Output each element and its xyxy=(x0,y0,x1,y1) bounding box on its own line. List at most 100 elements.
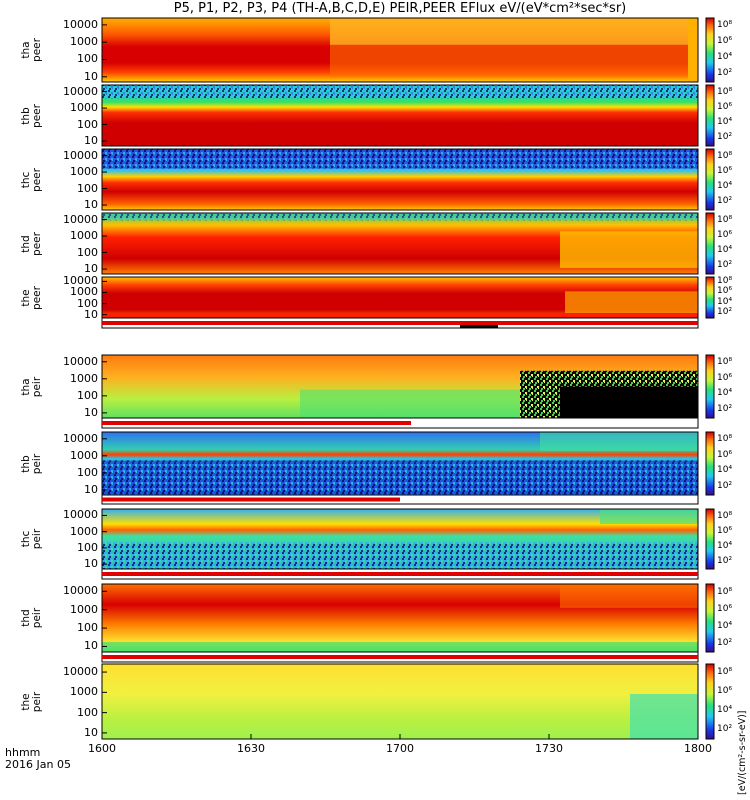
colorbar-tick-label: 10⁸ xyxy=(717,586,733,597)
panel-border xyxy=(101,212,699,275)
y-tick-label: 1000 xyxy=(70,165,98,179)
colorbar-tick-label: 10⁴ xyxy=(717,296,733,307)
colorbar-tick-label: 10² xyxy=(717,306,733,317)
colorbar-tick-label: 10⁶ xyxy=(717,229,733,240)
panel-thd-peir xyxy=(101,583,699,653)
y-tick-label: 100 xyxy=(77,705,98,719)
y-tick-label: 1000 xyxy=(70,35,98,49)
y-tick-label: 1000 xyxy=(70,371,98,385)
colorbar-unit-label: [eV/(cm²-s-sr-eV)] xyxy=(737,710,748,795)
status-strip xyxy=(101,317,699,329)
colorbar-tick-label: 10⁶ xyxy=(717,603,733,614)
panel-ylabel: thb peir xyxy=(20,444,43,484)
species-label: peer xyxy=(31,38,43,62)
panel-ylabel: tha peir xyxy=(20,367,43,407)
y-tick-label: 100 xyxy=(77,465,98,479)
panel-ylabel: thd peer xyxy=(20,224,43,264)
y-tick-label: 10 xyxy=(84,725,98,739)
panel-ylabel: the peir xyxy=(20,682,43,722)
colorbar-tick-label: 10⁴ xyxy=(717,704,733,715)
panel-ylabel: tha peer xyxy=(20,30,43,70)
y-tick-label: 10 xyxy=(84,557,98,571)
panel-ylabel: thb peer xyxy=(20,96,43,136)
panel-thc-peer xyxy=(101,148,699,211)
colorbar xyxy=(705,148,715,211)
species-label: peer xyxy=(31,285,43,310)
y-tick-label: 10000 xyxy=(63,431,98,445)
y-tick-label: 1000 xyxy=(70,524,98,538)
colorbar-tick-label: 10⁴ xyxy=(717,620,733,631)
spectrogram-fill xyxy=(102,664,698,739)
y-tick-label: 10 xyxy=(84,262,98,276)
colorbar xyxy=(705,212,715,275)
y-tick-label: 1000 xyxy=(70,285,98,299)
colorbar xyxy=(705,663,715,740)
species-label: peir xyxy=(31,528,43,550)
status-strip xyxy=(101,494,699,505)
panel-border xyxy=(101,148,699,211)
colorbar-tick-label: 10⁴ xyxy=(717,181,733,192)
species-label: peer xyxy=(31,167,43,192)
status-strip xyxy=(101,417,699,429)
colorbar xyxy=(705,431,715,496)
colorbar-tick-label: 10⁸ xyxy=(717,20,733,30)
y-tick-label: 10 xyxy=(84,482,98,496)
colorbar-tick-label: 10² xyxy=(717,404,733,415)
y-tick-label: 10 xyxy=(84,198,98,212)
y-tick-label: 1000 xyxy=(70,101,98,115)
colorbar-tick-label: 10⁴ xyxy=(717,245,733,256)
panel-tha-peir xyxy=(101,354,699,419)
x-tick-label: 1630 xyxy=(237,742,265,755)
colorbar-tick-label: 10² xyxy=(717,132,733,143)
x-tick-label: 1800 xyxy=(684,742,712,755)
colorbar-tick-label: 10² xyxy=(717,260,733,271)
colorbar-tick-label: 10² xyxy=(717,481,733,492)
colorbar-tick-label: 10⁴ xyxy=(717,465,733,476)
colorbar-tick-label: 10² xyxy=(717,68,733,78)
y-tick-label: 10000 xyxy=(63,148,98,162)
colorbar-tick-label: 10⁸ xyxy=(717,433,733,444)
colorbar xyxy=(705,508,715,570)
y-tick-label: 100 xyxy=(77,181,98,195)
colorbar xyxy=(705,354,715,419)
y-tick-label: 100 xyxy=(77,52,98,66)
y-tick-label: 10000 xyxy=(63,665,98,679)
colorbar-tick-label: 10⁴ xyxy=(717,117,733,128)
panel-ylabel: thd peir xyxy=(20,598,43,638)
species-label: peir xyxy=(31,691,43,712)
y-tick-label: 100 xyxy=(77,388,98,402)
y-tick-label: 100 xyxy=(77,296,98,310)
y-tick-label: 10000 xyxy=(63,17,98,31)
colorbar-tick-label: 10⁶ xyxy=(717,686,733,697)
y-tick-label: 10 xyxy=(84,639,98,653)
colorbar-tick-label: 10⁸ xyxy=(717,276,733,287)
panel-the-peer xyxy=(101,276,699,319)
species-label: peir xyxy=(31,607,43,629)
colorbar-tick-label: 10⁸ xyxy=(717,667,733,678)
date-label: 2016 Jan 05 xyxy=(5,758,71,771)
y-tick-label: 10 xyxy=(84,134,98,148)
panel-the-peir xyxy=(101,663,699,740)
colorbar xyxy=(705,276,715,319)
colorbar-tick-label: 10⁶ xyxy=(717,525,733,536)
colorbar-tick-label: 10⁴ xyxy=(717,388,733,399)
y-tick-label: 10000 xyxy=(63,584,98,598)
y-tick-label: 100 xyxy=(77,245,98,259)
y-tick-label: 1000 xyxy=(70,602,98,616)
colorbar-tick-label: 10⁸ xyxy=(717,356,733,367)
colorbar xyxy=(705,84,715,147)
colorbar-tick-label: 10² xyxy=(717,196,733,207)
species-label: peir xyxy=(31,453,43,474)
colorbar-tick-label: 10⁶ xyxy=(717,286,733,297)
colorbar-tick-label: 10⁸ xyxy=(717,86,733,97)
y-tick-label: 10 xyxy=(84,307,98,321)
colorbar-tick-label: 10⁶ xyxy=(717,36,733,46)
colorbar-tick-label: 10⁸ xyxy=(717,214,733,225)
colorbar-tick-label: 10⁶ xyxy=(717,101,733,112)
colorbar-tick-label: 10⁶ xyxy=(717,165,733,176)
x-tick-label: 1700 xyxy=(386,742,414,755)
y-tick-label: 1000 xyxy=(70,229,98,243)
x-tick-label: 1730 xyxy=(535,742,563,755)
